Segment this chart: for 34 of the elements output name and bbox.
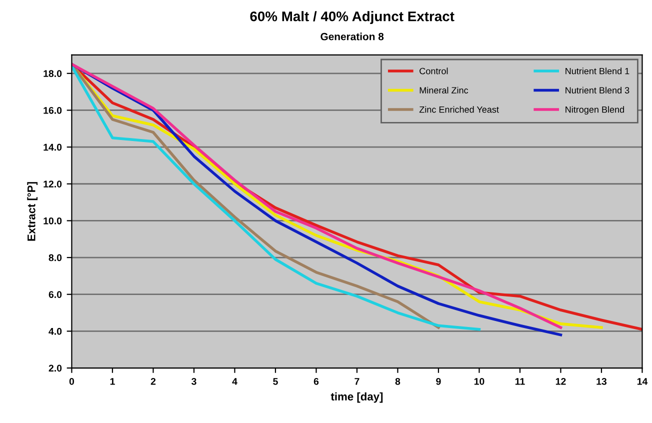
x-tick-label: 8 — [395, 378, 400, 385]
y-tick-label: 2.0 — [48, 364, 62, 372]
x-tick-label: 3 — [191, 378, 196, 385]
x-tick-label: 10 — [474, 378, 484, 385]
legend-label: Zinc Enriched Yeast — [419, 106, 499, 113]
chart-title: 60% Malt / 40% Adjunct Extract — [250, 11, 454, 24]
legend-label: Nutrient Blend 1 — [566, 68, 630, 74]
y-axis-title: Extract [°P] — [27, 182, 38, 241]
y-tick-label: 14.0 — [44, 144, 62, 151]
y-tick-label: 16.0 — [44, 106, 62, 114]
y-tick-label: 6.0 — [48, 291, 62, 298]
y-tick-label: 8.0 — [48, 254, 62, 262]
legend-label: Control — [420, 68, 448, 74]
y-tick-label: 4.0 — [48, 328, 62, 335]
y-tick-label: 18.0 — [44, 70, 62, 78]
x-tick-label: 6 — [314, 378, 319, 385]
x-tick-label: 9 — [436, 378, 441, 385]
legend-label: Mineral Zinc — [420, 86, 468, 94]
legend-label: Nitrogen Blend — [566, 106, 624, 115]
x-tick-label: 0 — [69, 378, 74, 385]
x-axis-title: time [day] — [330, 392, 383, 403]
y-tick-label: 12.0 — [44, 180, 62, 188]
x-tick-label: 4 — [232, 378, 238, 385]
x-tick-label: 11 — [515, 378, 525, 385]
x-tick-label: 14 — [637, 378, 648, 385]
x-tick-label: 12 — [556, 378, 566, 385]
y-tick-label: 10.0 — [44, 217, 62, 224]
x-tick-label: 5 — [273, 378, 278, 385]
x-tick-label: 13 — [596, 378, 607, 385]
x-tick-label: 1 — [110, 378, 115, 385]
legend-label: Nutrient Blend 3 — [566, 86, 630, 94]
chart-subtitle: Generation 8 — [320, 32, 384, 40]
x-tick-label: 7 — [354, 378, 360, 385]
x-tick-label: 2 — [150, 378, 156, 385]
